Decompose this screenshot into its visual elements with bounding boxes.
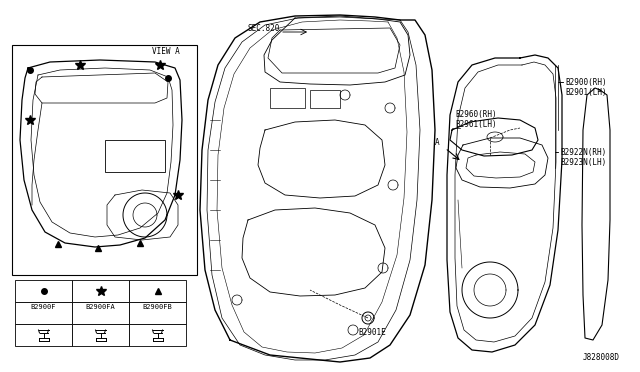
Text: SEC.820: SEC.820 xyxy=(248,23,280,32)
Text: B2960(RH): B2960(RH) xyxy=(455,110,497,119)
Text: B2900(RH): B2900(RH) xyxy=(565,78,607,87)
Bar xyxy=(15,302,72,324)
Text: A: A xyxy=(435,138,439,147)
Text: B2923N(LH): B2923N(LH) xyxy=(560,158,606,167)
Bar xyxy=(105,140,165,172)
Text: VIEW A: VIEW A xyxy=(152,47,180,56)
Text: B2900F: B2900F xyxy=(31,304,56,310)
Bar xyxy=(15,324,72,346)
Bar xyxy=(270,88,305,108)
Bar xyxy=(129,280,186,302)
Text: B2900FB: B2900FB xyxy=(143,304,172,310)
Bar xyxy=(129,302,186,324)
Text: B2922N(RH): B2922N(RH) xyxy=(560,148,606,157)
Text: B2961(LH): B2961(LH) xyxy=(455,120,497,129)
Text: J828008D: J828008D xyxy=(583,353,620,362)
Bar xyxy=(12,45,197,275)
Bar xyxy=(15,280,72,302)
Bar xyxy=(72,324,129,346)
Text: B2900FA: B2900FA xyxy=(86,304,115,310)
Bar xyxy=(310,90,340,108)
Bar xyxy=(72,302,129,324)
Text: B2901(LH): B2901(LH) xyxy=(565,88,607,97)
Bar xyxy=(129,324,186,346)
Text: B2901E: B2901E xyxy=(358,328,386,337)
Bar xyxy=(72,280,129,302)
